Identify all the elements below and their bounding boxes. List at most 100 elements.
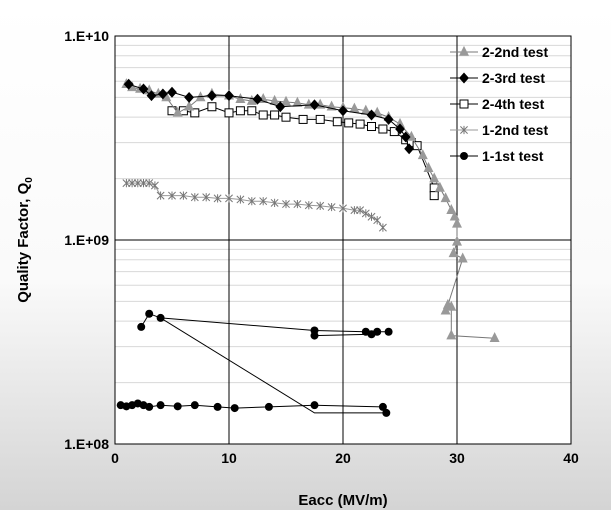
data-point	[184, 91, 195, 103]
legend-marker	[459, 99, 469, 109]
data-point	[224, 108, 234, 118]
data-point	[339, 204, 347, 213]
series-1-2nd-test	[122, 179, 387, 232]
data-point	[344, 118, 354, 128]
data-point	[235, 106, 245, 116]
data-point	[173, 402, 182, 411]
data-point	[259, 197, 268, 206]
data-point	[133, 179, 142, 188]
legend: 2-2nd test 2-3rd test 2-4th test 1-2nd test…	[450, 44, 548, 164]
data-point	[128, 179, 137, 188]
y-axis-title: Quality Factor, Q0	[15, 177, 35, 303]
y-tick-label: 1.E+08	[64, 436, 109, 452]
data-point	[145, 402, 154, 411]
data-point	[395, 123, 405, 135]
data-point	[190, 401, 199, 410]
data-point	[446, 329, 457, 340]
data-point	[452, 217, 462, 228]
legend-item: 2-2nd test	[450, 44, 548, 60]
data-point	[366, 109, 377, 121]
y-tick-label: 1.E+09	[64, 232, 109, 248]
data-point	[298, 114, 308, 124]
legend-label: 1-1st test	[482, 148, 544, 164]
data-point	[281, 112, 291, 122]
x-tick-label: 10	[221, 450, 237, 466]
data-point	[157, 88, 168, 100]
data-point	[275, 101, 286, 113]
data-point	[230, 404, 239, 413]
data-point	[207, 102, 217, 112]
data-point	[310, 331, 319, 340]
legend-item: 2-3rd test	[450, 70, 545, 86]
data-point	[356, 206, 365, 215]
data-point	[338, 105, 348, 117]
legend-label: 1-2nd test	[482, 122, 548, 138]
data-point	[417, 149, 428, 160]
data-point	[309, 99, 320, 111]
data-point	[400, 131, 411, 143]
data-point	[361, 209, 370, 218]
legend-marker	[459, 72, 469, 84]
data-point	[383, 113, 394, 125]
data-point	[270, 198, 279, 208]
legend-marker	[459, 45, 469, 56]
data-point	[224, 90, 234, 102]
data-point	[446, 300, 457, 311]
data-point	[156, 401, 165, 410]
data-point	[236, 195, 245, 204]
data-point	[282, 199, 290, 209]
data-point	[373, 216, 382, 225]
data-point	[145, 309, 154, 318]
x-tick-label: 30	[449, 450, 465, 466]
data-point	[145, 179, 154, 188]
legend-label: 2-3rd test	[482, 70, 545, 86]
data-point	[404, 143, 415, 155]
data-point	[367, 212, 376, 221]
data-point	[310, 401, 319, 410]
data-point	[213, 194, 222, 203]
y-axis-title-subscript: 0	[24, 177, 35, 183]
data-point	[378, 223, 387, 232]
x-axis-title: Eacc (MV/m)	[298, 492, 387, 509]
data-point	[139, 179, 148, 188]
data-point	[384, 327, 393, 336]
data-point	[122, 179, 131, 188]
data-point	[367, 122, 376, 132]
legend-item: 1-1st test	[450, 148, 544, 164]
data-point	[156, 313, 165, 322]
data-point	[213, 402, 222, 411]
data-point	[137, 322, 146, 331]
plot-frame	[114, 35, 572, 445]
x-tick-label: 20	[335, 450, 351, 466]
x-tick-label: 0	[111, 450, 119, 466]
data-point	[457, 252, 468, 263]
data-point	[235, 93, 246, 103]
data-point	[264, 402, 273, 411]
data-point	[206, 90, 217, 102]
data-point	[252, 93, 263, 105]
data-point	[355, 119, 365, 129]
data-point	[448, 247, 459, 258]
legend-item: 2-4th test	[450, 96, 545, 112]
data-point	[179, 191, 188, 200]
data-point	[382, 408, 391, 417]
data-point	[327, 202, 336, 212]
data-point	[315, 114, 325, 124]
data-point	[184, 100, 195, 111]
series-2-3rd-test	[123, 78, 415, 155]
legend-marker	[460, 152, 468, 160]
data-point	[378, 124, 388, 134]
data-point	[489, 332, 500, 343]
data-point	[225, 194, 233, 203]
series-1-1st-test	[116, 309, 393, 417]
x-tick-label: 40	[563, 450, 579, 466]
legend-label: 2-2nd test	[482, 44, 548, 60]
data-point	[304, 201, 313, 210]
data-point	[378, 402, 387, 411]
data-point	[168, 191, 176, 200]
series-layer	[116, 78, 500, 417]
data-point	[429, 172, 440, 183]
data-point	[123, 78, 134, 90]
data-point	[292, 96, 303, 107]
y-tick-label: 1.E+10	[64, 28, 109, 44]
